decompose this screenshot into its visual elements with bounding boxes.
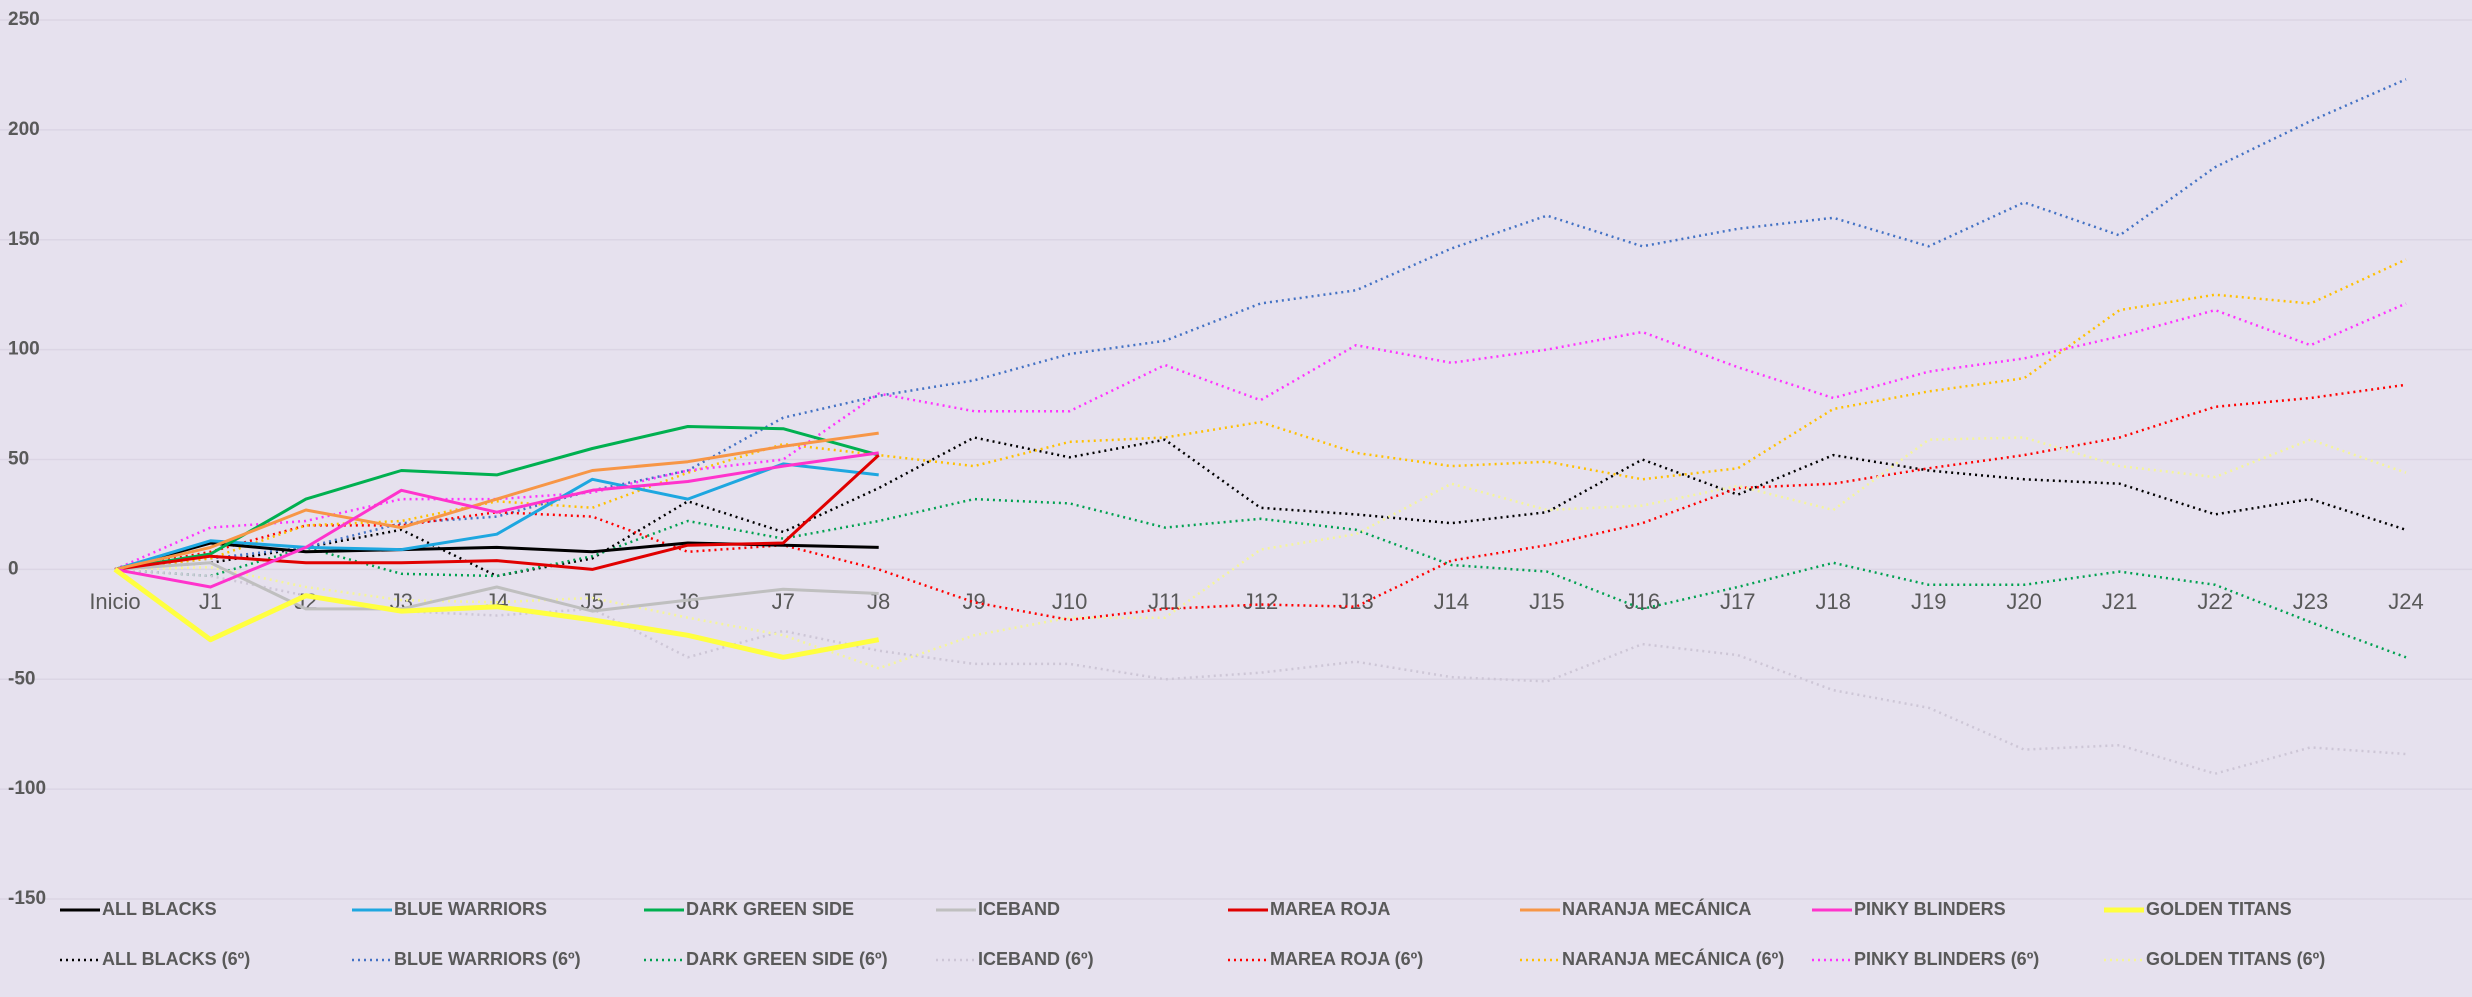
series-line [114,497,2407,659]
series-line [114,78,2407,571]
y-tick-label: 200 [8,119,40,140]
legend-label: NARANJA MECÁNICA (6º) [1562,948,1784,969]
x-tick-label: J5 [581,589,604,614]
series-line [114,561,879,613]
legend-label: ALL BLACKS [102,899,217,919]
legend-label: ICEBAND (6º) [978,949,1094,969]
y-tick-label: -50 [8,668,35,689]
series-line [114,568,2407,775]
x-tick-label: J13 [1338,589,1373,614]
y-tick-label: 250 [8,9,40,30]
legend-label: GOLDEN TITANS [2146,899,2292,919]
series-line [114,302,2407,571]
x-tick-label: J1 [199,589,222,614]
x-tick-label: J8 [867,589,890,614]
series-line [114,453,880,571]
x-tick-label: J7 [772,589,795,614]
x-tick-label: J11 [1148,589,1182,614]
x-tick-label: Inicio [89,589,140,614]
y-tick-label: -100 [8,778,46,799]
legend-label: PINKY BLINDERS (6º) [1854,949,2039,969]
x-tick-label: J15 [1529,589,1564,614]
y-tick-label: 100 [8,339,40,360]
x-tick-label: J16 [1625,589,1660,614]
y-tick-label: -150 [8,888,46,909]
x-tick-label: J19 [1911,589,1946,614]
legend-label: ALL BLACKS (6º) [102,949,250,969]
legend-label: MAREA ROJA [1270,899,1390,919]
series-line [114,462,879,571]
y-tick-label: 50 [8,449,29,470]
x-tick-label: J23 [2293,589,2328,614]
x-tick-label: J22 [2197,589,2232,614]
legend-label: MAREA ROJA (6º) [1270,949,1423,969]
legend-label: DARK GREEN SIDE [686,899,854,919]
x-tick-label: J18 [1816,589,1851,614]
legend-label: GOLDEN TITANS (6º) [2146,949,2325,969]
x-tick-label: J12 [1243,589,1278,614]
x-tick-label: J20 [2006,589,2041,614]
x-tick-label: J24 [2388,589,2423,614]
series-line [114,436,2407,578]
x-tick-label: J6 [676,589,699,614]
legend-label: BLUE WARRIORS [394,899,547,919]
series-line [114,258,2407,571]
x-tick-label: J14 [1434,589,1469,614]
series-line [113,567,880,660]
x-tick-label: J9 [963,589,986,614]
x-tick-label: J10 [1052,589,1087,614]
legend-label: BLUE WARRIORS (6º) [394,949,581,969]
series-line [114,431,879,571]
y-tick-label: 150 [8,229,40,250]
x-tick-label: J21 [2102,589,2137,614]
legend-label: ICEBAND [978,899,1060,919]
series-line [114,436,2407,670]
x-tick-label: J17 [1720,589,1755,614]
series-line [114,451,879,589]
legend-label: PINKY BLINDERS [1854,899,2006,919]
legend-label: DARK GREEN SIDE (6º) [686,949,888,969]
legend-label: NARANJA MECÁNICA [1562,898,1751,919]
y-tick-label: 0 [8,558,19,579]
